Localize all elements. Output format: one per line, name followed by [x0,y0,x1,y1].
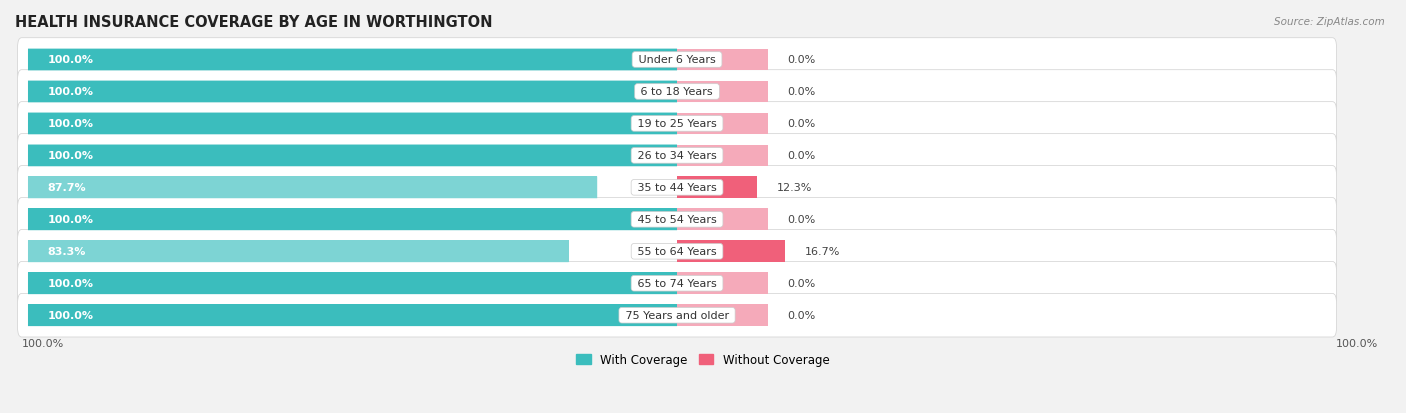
Bar [28,145,678,167]
Bar [678,209,768,230]
FancyBboxPatch shape [18,39,1337,82]
Bar [678,113,768,135]
Bar [678,50,768,71]
Bar [28,305,678,326]
Text: 100.0%: 100.0% [48,311,93,320]
Bar [28,113,678,135]
FancyBboxPatch shape [28,177,598,199]
Bar [28,273,678,294]
Bar [678,241,786,263]
Bar [678,177,756,199]
FancyBboxPatch shape [18,262,1337,305]
Text: 12.3%: 12.3% [776,183,811,193]
Text: 100.0%: 100.0% [48,55,93,65]
Text: 100.0%: 100.0% [21,338,63,349]
Text: 0.0%: 0.0% [787,151,815,161]
Bar [28,209,678,230]
FancyBboxPatch shape [18,71,1337,114]
Bar [28,50,678,71]
FancyBboxPatch shape [28,305,678,326]
Text: 35 to 44 Years: 35 to 44 Years [634,183,720,193]
Text: 87.7%: 87.7% [48,183,86,193]
Text: 100.0%: 100.0% [48,87,93,97]
Bar [678,305,768,326]
Text: 65 to 74 Years: 65 to 74 Years [634,279,720,289]
FancyBboxPatch shape [28,50,678,71]
FancyBboxPatch shape [28,81,678,103]
Text: 19 to 25 Years: 19 to 25 Years [634,119,720,129]
Text: 0.0%: 0.0% [787,87,815,97]
Text: 55 to 64 Years: 55 to 64 Years [634,247,720,257]
Text: 0.0%: 0.0% [787,279,815,289]
FancyBboxPatch shape [28,209,678,230]
Text: 83.3%: 83.3% [48,247,86,257]
FancyBboxPatch shape [18,166,1337,210]
FancyBboxPatch shape [28,273,678,294]
Bar [678,81,768,103]
Bar [678,273,768,294]
Text: 75 Years and older: 75 Years and older [621,311,733,320]
FancyBboxPatch shape [28,145,678,167]
Text: 0.0%: 0.0% [787,55,815,65]
Bar [28,241,568,263]
Text: 26 to 34 Years: 26 to 34 Years [634,151,720,161]
Text: 100.0%: 100.0% [48,215,93,225]
Text: 100.0%: 100.0% [48,279,93,289]
Text: 0.0%: 0.0% [787,215,815,225]
FancyBboxPatch shape [18,102,1337,146]
Text: 100.0%: 100.0% [1336,338,1378,349]
Text: 100.0%: 100.0% [48,151,93,161]
Text: HEALTH INSURANCE COVERAGE BY AGE IN WORTHINGTON: HEALTH INSURANCE COVERAGE BY AGE IN WORT… [15,15,492,30]
Text: 0.0%: 0.0% [787,119,815,129]
FancyBboxPatch shape [18,198,1337,242]
FancyBboxPatch shape [28,113,678,135]
Text: 45 to 54 Years: 45 to 54 Years [634,215,720,225]
Text: 6 to 18 Years: 6 to 18 Years [637,87,717,97]
Bar [678,145,768,167]
Text: Source: ZipAtlas.com: Source: ZipAtlas.com [1274,17,1385,26]
Text: 100.0%: 100.0% [48,119,93,129]
FancyBboxPatch shape [18,230,1337,273]
Bar [28,177,598,199]
Text: 16.7%: 16.7% [804,247,841,257]
Legend: With Coverage, Without Coverage: With Coverage, Without Coverage [572,349,834,371]
FancyBboxPatch shape [18,134,1337,178]
FancyBboxPatch shape [28,241,568,263]
Bar [28,81,678,103]
Text: 0.0%: 0.0% [787,311,815,320]
FancyBboxPatch shape [18,294,1337,337]
Text: Under 6 Years: Under 6 Years [636,55,718,65]
